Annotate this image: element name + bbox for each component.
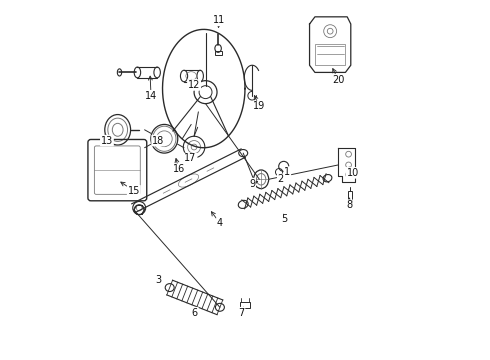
Text: 4: 4 [217,218,223,228]
Text: 13: 13 [101,136,113,145]
Text: 15: 15 [127,186,140,196]
Text: 20: 20 [332,75,344,85]
Bar [315,44,345,65]
Text: 12: 12 [188,80,200,90]
Text: 9: 9 [249,179,255,189]
Text: 6: 6 [192,308,198,318]
Text: 2: 2 [278,174,284,184]
Text: 3: 3 [155,275,161,285]
Bar [240,302,250,309]
Text: 5: 5 [281,215,288,224]
Text: 17: 17 [184,153,196,163]
Text: 1: 1 [284,167,291,177]
Text: 16: 16 [172,164,185,174]
Text: 19: 19 [253,102,266,112]
Text: 8: 8 [346,200,352,210]
Bar [347,191,352,204]
Text: 7: 7 [238,308,245,318]
Text: 11: 11 [213,15,225,26]
Bar [215,51,222,55]
Text: 18: 18 [152,136,164,145]
Text: 14: 14 [145,91,157,101]
Text: 10: 10 [346,168,359,178]
